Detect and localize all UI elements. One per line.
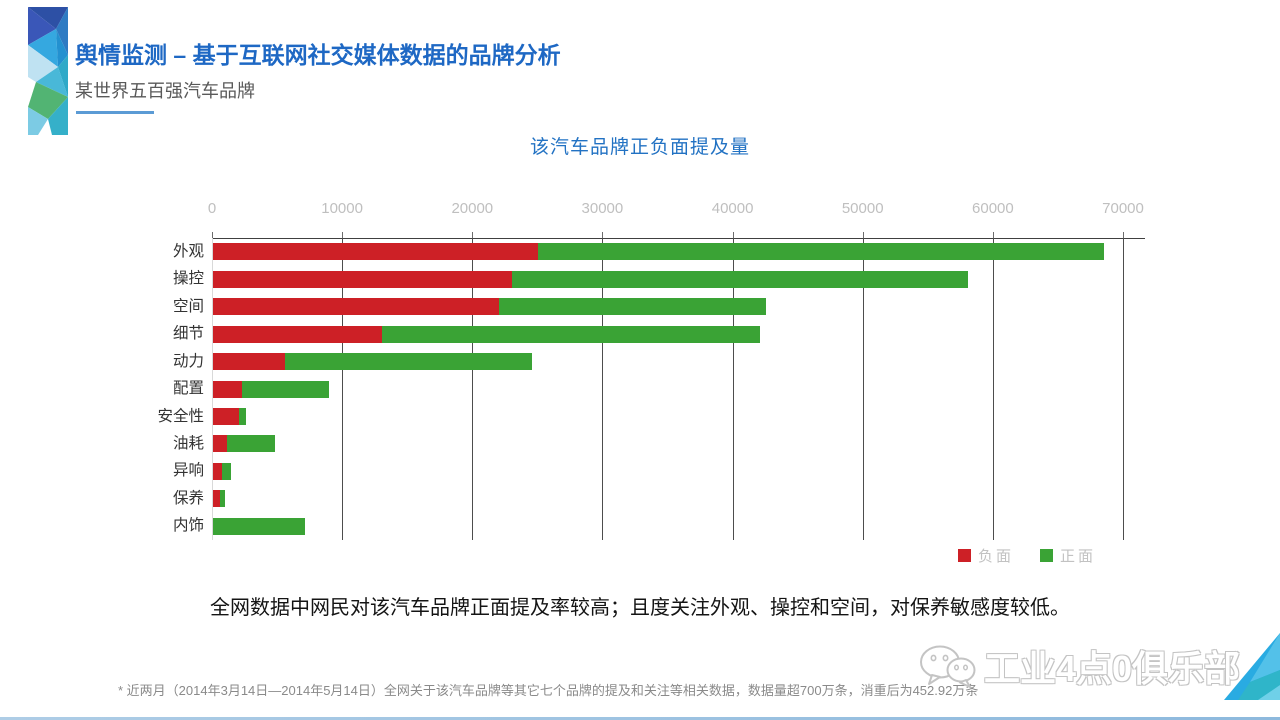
insight-text: 全网数据中网民对该汽车品牌正面提及率较高；且度关注外观、操控和空间，对保养敏感度… (210, 597, 1070, 619)
vertical-gridline (1123, 238, 1124, 540)
bar-segment-negative (213, 462, 223, 480)
legend-item-positive: 正面 (1040, 545, 1096, 566)
x-axis-tick-mark (472, 232, 474, 238)
x-axis-line (212, 238, 1145, 239)
watermark-text: 工业4点0俱乐部 (983, 648, 1240, 689)
bar-segment-negative (213, 435, 228, 453)
vertical-gridline (862, 238, 864, 540)
decoration-topleft-polygon (28, 7, 68, 135)
category-label: 保养 (172, 489, 204, 507)
legend-item-negative: 负面 (958, 545, 1014, 566)
legend-swatch-positive (1040, 549, 1054, 562)
x-axis-tick-mark (732, 232, 734, 238)
category-label: 安全性 (157, 407, 204, 425)
bar-segment-positive (219, 490, 226, 508)
x-axis-tick-mark (862, 232, 864, 238)
category-label: 油耗 (172, 434, 204, 452)
bar-segment-negative (213, 325, 383, 343)
watermark: 工业4点0俱乐部 (918, 640, 1240, 692)
page-subtitle: 某世界五百强汽车品牌 (75, 81, 255, 101)
legend-swatch-negative (958, 549, 971, 562)
bar-segment-negative (213, 380, 242, 398)
chart-title: 该汽车品牌正负面提及量 (529, 137, 750, 158)
bar-segment-positive (499, 298, 767, 316)
page-title: 舆情监测 – 基于互联网社交媒体数据的品牌分析 (75, 42, 561, 68)
decoration-bottomright-triangle (1224, 633, 1280, 700)
category-label: 动力 (172, 352, 204, 370)
bar-segment-positive (227, 435, 275, 453)
x-axis-tick-label: 50000 (841, 200, 884, 217)
bar-segment-positive (222, 462, 232, 480)
mentions-stacked-bar-chart: 0 10000 20000 30000 40000 50000 60000 70000 外观操控… (0, 196, 1280, 540)
bar-segment-negative (213, 270, 513, 288)
legend-label-negative: 负面 (978, 548, 1015, 565)
x-axis-tick-label: 40000 (711, 200, 754, 217)
bottom-edge-strip (0, 717, 1280, 720)
x-axis-tick-label: 0 (207, 200, 217, 217)
category-label: 异响 (172, 462, 204, 480)
title-underline (76, 111, 154, 114)
bar-segment-negative (213, 408, 239, 425)
category-label: 细节 (172, 325, 204, 343)
x-axis-tick-label: 20000 (451, 200, 494, 217)
bar-segment-positive (382, 325, 760, 343)
bar-segment-positive (239, 408, 246, 425)
x-axis-tick-label: 70000 (1102, 200, 1144, 217)
legend-label-positive: 正面 (1060, 548, 1097, 565)
x-axis-tick-label: 60000 (972, 200, 1014, 217)
footnote-text: * 近两月（2014年3月14日—2014年5月14日）全网关于该汽车品牌等其它… (118, 683, 979, 698)
bar-segment-negative (213, 490, 220, 508)
chart-legend: 负面 正面 (958, 545, 1096, 566)
vertical-gridline (602, 238, 604, 540)
vertical-gridline (992, 238, 994, 540)
bar-segment-positive (538, 243, 1105, 261)
vertical-gridline (472, 238, 474, 540)
x-axis-tick-mark (212, 232, 213, 238)
category-label: 操控 (172, 270, 204, 288)
wechat-icon (919, 645, 976, 688)
category-label: 空间 (172, 297, 204, 315)
category-label: 配置 (172, 380, 204, 397)
x-axis-tick-mark (992, 232, 994, 238)
x-axis-tick-label: 10000 (321, 200, 363, 217)
bar-segment-negative (213, 353, 285, 370)
x-axis-tick-mark (1123, 232, 1124, 238)
x-axis-tick-mark (342, 232, 344, 238)
bar-segment-positive (284, 353, 532, 370)
bar-segment-positive (241, 380, 329, 398)
bar-segment-positive (213, 517, 306, 535)
zero-gridline (212, 238, 213, 540)
vertical-gridline (342, 238, 344, 540)
x-axis-tick-label: 30000 (581, 200, 624, 217)
category-label: 外观 (172, 242, 204, 260)
x-axis-tick-mark (602, 232, 604, 238)
bar-segment-negative (213, 298, 500, 316)
vertical-gridline (732, 238, 734, 540)
bar-segment-negative (213, 243, 539, 261)
bar-segment-positive (512, 270, 968, 288)
category-label: 内饰 (172, 517, 204, 535)
